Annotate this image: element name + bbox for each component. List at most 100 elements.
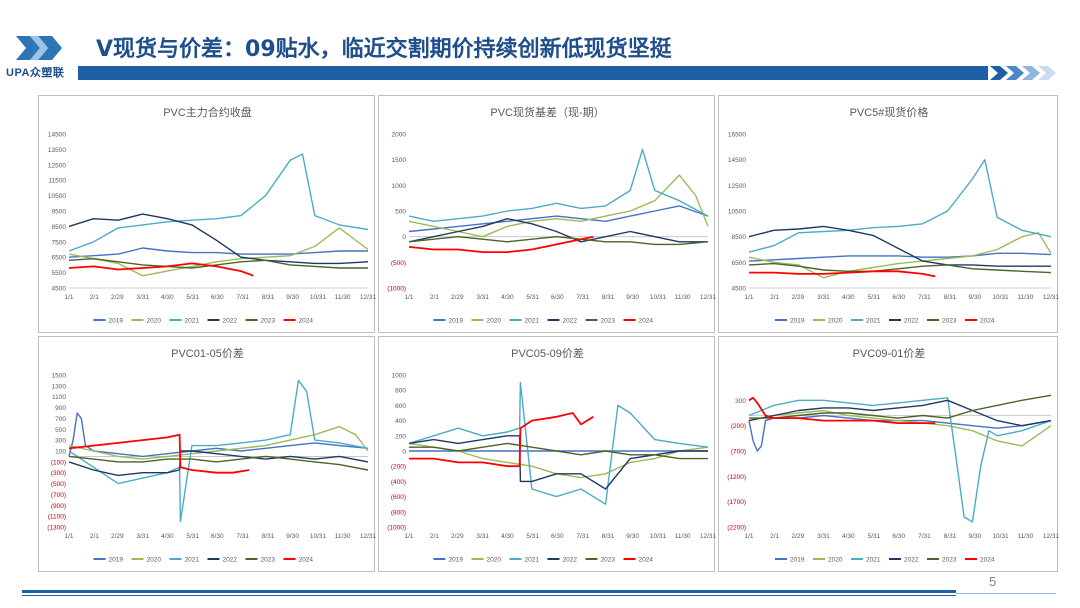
x-tick-label: 10/31 xyxy=(992,294,1009,301)
series-line-2020 xyxy=(408,442,709,479)
legend-label: 2023 xyxy=(261,557,276,564)
y-tick-label: 600 xyxy=(395,403,406,410)
chart-panel-basis: PVC现货基差（现-期） 2000 1500 1000 500 0 (500) (1000) 1… xyxy=(378,95,716,333)
x-tick-label: 2/29 xyxy=(111,294,124,301)
x-tick-label: 2/1 xyxy=(770,294,779,301)
x-tick-label: 8/31 xyxy=(602,533,615,540)
series-line-2024 xyxy=(749,270,936,278)
legend-label: 2023 xyxy=(261,318,276,325)
legend-label: 2022 xyxy=(563,318,578,325)
series-line-2021 xyxy=(748,159,1052,253)
legend-label: 2019 xyxy=(449,318,464,325)
series-line-2023 xyxy=(749,394,1052,419)
series-line-2019 xyxy=(408,205,709,233)
x-tick-label: 11/30 xyxy=(335,533,351,540)
logo-text: UPA众塑联 xyxy=(6,67,65,79)
y-tick-label: 2000 xyxy=(392,132,407,139)
series-line-2022 xyxy=(748,225,1051,267)
x-tick-label: 6/30 xyxy=(892,533,905,540)
y-tick-label: (1100) xyxy=(48,514,66,521)
legend-label: 2023 xyxy=(942,318,957,325)
x-tick-label: 10/31 xyxy=(310,294,327,301)
series-line-2023 xyxy=(409,442,708,460)
y-tick-label: (900) xyxy=(51,503,66,510)
y-tick-label: (1000) xyxy=(387,286,406,293)
y-tick-label: (1200) xyxy=(727,474,746,481)
x-tick-label: 1/1 xyxy=(744,533,753,540)
chart-09-01-spread: PVC09-01价差 300 (200) (700) (1200) (1700) (2200… xyxy=(727,346,1059,564)
series-line-2020 xyxy=(408,174,709,238)
series-line-2023 xyxy=(68,455,369,471)
y-tick-label: 700 xyxy=(55,416,66,423)
chart-title: PVC05-09价差 xyxy=(511,346,584,360)
chart-title: PVC5#现货价格 xyxy=(850,105,929,119)
x-tick-label: 7/31 xyxy=(236,533,249,540)
chart-panel-01-05-spread: PVC01-05价差 1500 1300 1100 900 700 500 300 100 (10… xyxy=(38,336,376,572)
x-tick-label: 5/31 xyxy=(186,294,199,301)
chart-title: PVC09-01价差 xyxy=(853,346,926,360)
series-line-2022 xyxy=(408,217,708,243)
y-tick-label: (500) xyxy=(51,481,66,488)
y-tick-label: 0 xyxy=(402,449,406,456)
footer-line-light xyxy=(956,593,1056,594)
legend-label: 2024 xyxy=(299,318,314,325)
chart-title: PVC01-05价差 xyxy=(171,346,244,360)
x-tick-label: 6/30 xyxy=(211,294,224,301)
slide-title: V现货与价差：09贴水，临近交割期价持续创新低现货坚挺 xyxy=(96,37,672,62)
y-tick-label: 800 xyxy=(395,388,406,395)
x-tick-label: 3/31 xyxy=(136,533,149,540)
y-tick-label: 9500 xyxy=(52,209,67,216)
y-tick-label: (700) xyxy=(51,492,66,499)
x-tick-label: 3/31 xyxy=(817,533,830,540)
y-tick-label: (100) xyxy=(51,459,66,466)
chart-basis: PVC现货基差（现-期）2000150010005000(500)(1000)1… xyxy=(387,105,716,325)
x-tick-label: 4/30 xyxy=(842,533,855,540)
legend-label: 2024 xyxy=(980,318,995,325)
chart-title: PVC现货基差（现-期） xyxy=(490,105,604,119)
x-tick-label: 10/31 xyxy=(992,533,1009,540)
y-tick-label: 0 xyxy=(402,234,406,241)
x-tick-label: 7/31 xyxy=(918,294,931,301)
x-tick-label: 7/31 xyxy=(576,294,589,301)
page-number: 5 xyxy=(989,574,997,589)
x-tick-label: 5/31 xyxy=(526,294,539,301)
x-tick-label: 12/31 xyxy=(1043,533,1059,540)
series-line-2021 xyxy=(68,379,369,523)
series-line-2021 xyxy=(408,148,709,223)
x-tick-label: 5/31 xyxy=(868,533,881,540)
series-line-2020 xyxy=(68,227,369,277)
x-tick-label: 6/30 xyxy=(892,294,905,301)
x-tick-label: 9/30 xyxy=(969,533,982,540)
y-tick-label: 1300 xyxy=(52,383,67,390)
series-line-2024 xyxy=(748,396,936,424)
x-tick-label: 12/31 xyxy=(700,533,716,540)
x-tick-label: 9/30 xyxy=(626,533,639,540)
x-tick-label: 2/1 xyxy=(90,533,99,540)
x-tick-label: 4/30 xyxy=(501,533,514,540)
x-tick-label: 6/30 xyxy=(551,533,564,540)
legend-label: 2022 xyxy=(904,318,919,325)
y-tick-label: (1300) xyxy=(47,525,66,532)
chart-main-contract: PVC主力合约收盘 14500 13500 12500 11500 10500 9500 85… xyxy=(48,105,376,325)
y-tick-label: 4500 xyxy=(52,286,67,293)
series-line-2023 xyxy=(748,262,1052,274)
x-tick-label: 1/1 xyxy=(744,294,753,301)
y-tick-label: (400) xyxy=(391,479,406,486)
x-tick-label: 7/31 xyxy=(236,294,249,301)
series-line-2022 xyxy=(748,399,1052,427)
y-tick-label: (700) xyxy=(731,449,746,456)
x-tick-label: 2/1 xyxy=(90,294,99,301)
series-line-2024 xyxy=(68,433,250,474)
y-tick-label: 7500 xyxy=(52,239,67,246)
legend-label: 2020 xyxy=(487,557,502,564)
y-tick-label: 10500 xyxy=(48,193,66,200)
chart-panel-05-09-spread: PVC05-09价差 1000 800 600 400 200 0 (200) (400) (60… xyxy=(378,336,716,572)
x-tick-label: 2/29 xyxy=(791,533,804,540)
y-tick-label: 8500 xyxy=(52,224,67,231)
y-tick-label: 13500 xyxy=(48,147,66,154)
x-tick-label: 2/1 xyxy=(770,533,779,540)
series-line-2022 xyxy=(68,213,369,265)
y-tick-label: 8500 xyxy=(732,234,747,241)
chevrons-icon xyxy=(990,66,1056,80)
legend-label: 2022 xyxy=(563,557,578,564)
